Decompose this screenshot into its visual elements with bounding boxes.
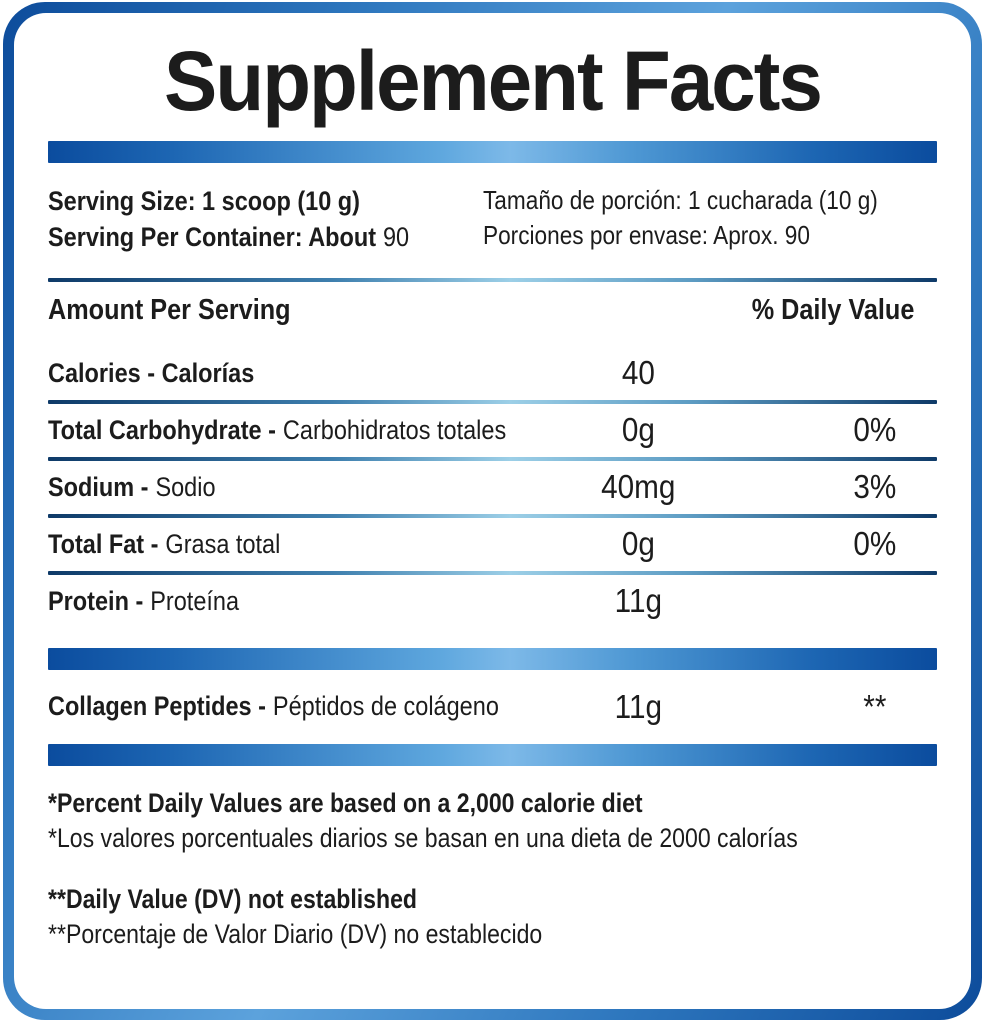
nutrient-amount: 0g xyxy=(621,525,655,563)
row-divider xyxy=(48,456,937,461)
row-divider xyxy=(48,513,937,518)
serving-info-spanish: Tamaño de porción: 1 cucharada (10 g) Po… xyxy=(483,183,937,256)
divider-thin-header xyxy=(48,277,937,282)
footnote-percent-dv-es: *Los valores porcentuales diarios se bas… xyxy=(48,822,798,853)
row-protein: Protein - Proteína 11g xyxy=(48,575,937,628)
daily-value-heading: % Daily Value xyxy=(751,293,915,326)
nutrient-name: Total Carbohydrate - xyxy=(48,414,276,445)
nutrient-name: Protein - xyxy=(48,585,144,616)
divider-thick-collagen-top xyxy=(48,647,937,670)
row-total-carbohydrate: Total Carbohydrate - Carbohidratos totale… xyxy=(48,404,937,457)
nutrient-name: Calories - Calorías xyxy=(48,357,255,388)
nutrient-amount: 0g xyxy=(621,411,655,449)
nutrient-name-es: Proteína xyxy=(150,585,240,616)
label-border: Supplement Facts Serving Size: 1 scoop (… xyxy=(3,2,982,1020)
nutrient-name: Collagen Peptides - xyxy=(48,691,266,722)
nutrient-dv: 0% xyxy=(853,525,897,563)
serving-size-es: Tamaño de porción: 1 cucharada (10 g) xyxy=(483,185,879,215)
row-calories: Calories - Calorías 40 xyxy=(48,347,937,400)
nutrient-amount: 40mg xyxy=(600,468,676,506)
nutrient-dv: ** xyxy=(863,687,887,725)
footnote-not-established-en: **Daily Value (DV) not established xyxy=(48,883,417,914)
servings-per-container-label: Serving Per Container: About xyxy=(48,222,377,253)
row-sodium: Sodium - Sodio 40mg 3% xyxy=(48,461,937,514)
row-divider xyxy=(48,570,937,575)
nutrient-name: Sodium - xyxy=(48,471,149,502)
nutrient-name: Total Fat - xyxy=(48,528,159,559)
nutrient-dv: 3% xyxy=(853,468,897,506)
row-divider xyxy=(48,399,937,404)
label-panel: Supplement Facts Serving Size: 1 scoop (… xyxy=(14,13,971,1009)
footnote-not-established-es: **Porcentaje de Valor Diario (DV) no est… xyxy=(48,918,543,949)
servings-per-container-value: 90 xyxy=(382,222,410,253)
amount-per-serving-heading: Amount Per Serving xyxy=(48,293,291,326)
row-collagen-peptides: Collagen Peptides - Péptidos de colágeno … xyxy=(48,670,937,744)
nutrient-name-es: Carbohidratos totales xyxy=(282,414,507,445)
nutrient-amount: 11g xyxy=(614,687,662,725)
servings-per-container-es: Porciones por envase: Aprox. 90 xyxy=(483,220,811,251)
page-title: Supplement Facts xyxy=(164,34,823,128)
footnote-percent-dv-en: *Percent Daily Values are based on a 2,0… xyxy=(48,787,643,818)
table-header: Amount Per Serving % Daily Value xyxy=(48,288,937,333)
serving-info-english: Serving Size: 1 scoop (10 g) Serving Per… xyxy=(48,183,483,256)
nutrient-dv: 0% xyxy=(853,411,897,449)
nutrient-name-es: Grasa total xyxy=(165,528,281,559)
nutrient-amount: 11g xyxy=(614,582,662,620)
divider-thick-top xyxy=(48,141,937,163)
serving-size-en: Serving Size: 1 scoop (10 g) xyxy=(48,186,360,216)
nutrient-name-es: Péptidos de colágeno xyxy=(272,691,499,722)
nutrient-name-es: Sodio xyxy=(155,471,216,502)
row-total-fat: Total Fat - Grasa total 0g 0% xyxy=(48,518,937,571)
divider-thick-collagen-bottom xyxy=(48,743,937,766)
footnotes: *Percent Daily Values are based on a 2,0… xyxy=(48,786,937,952)
serving-info: Serving Size: 1 scoop (10 g) Serving Per… xyxy=(48,183,937,256)
nutrient-amount: 40 xyxy=(621,354,655,392)
